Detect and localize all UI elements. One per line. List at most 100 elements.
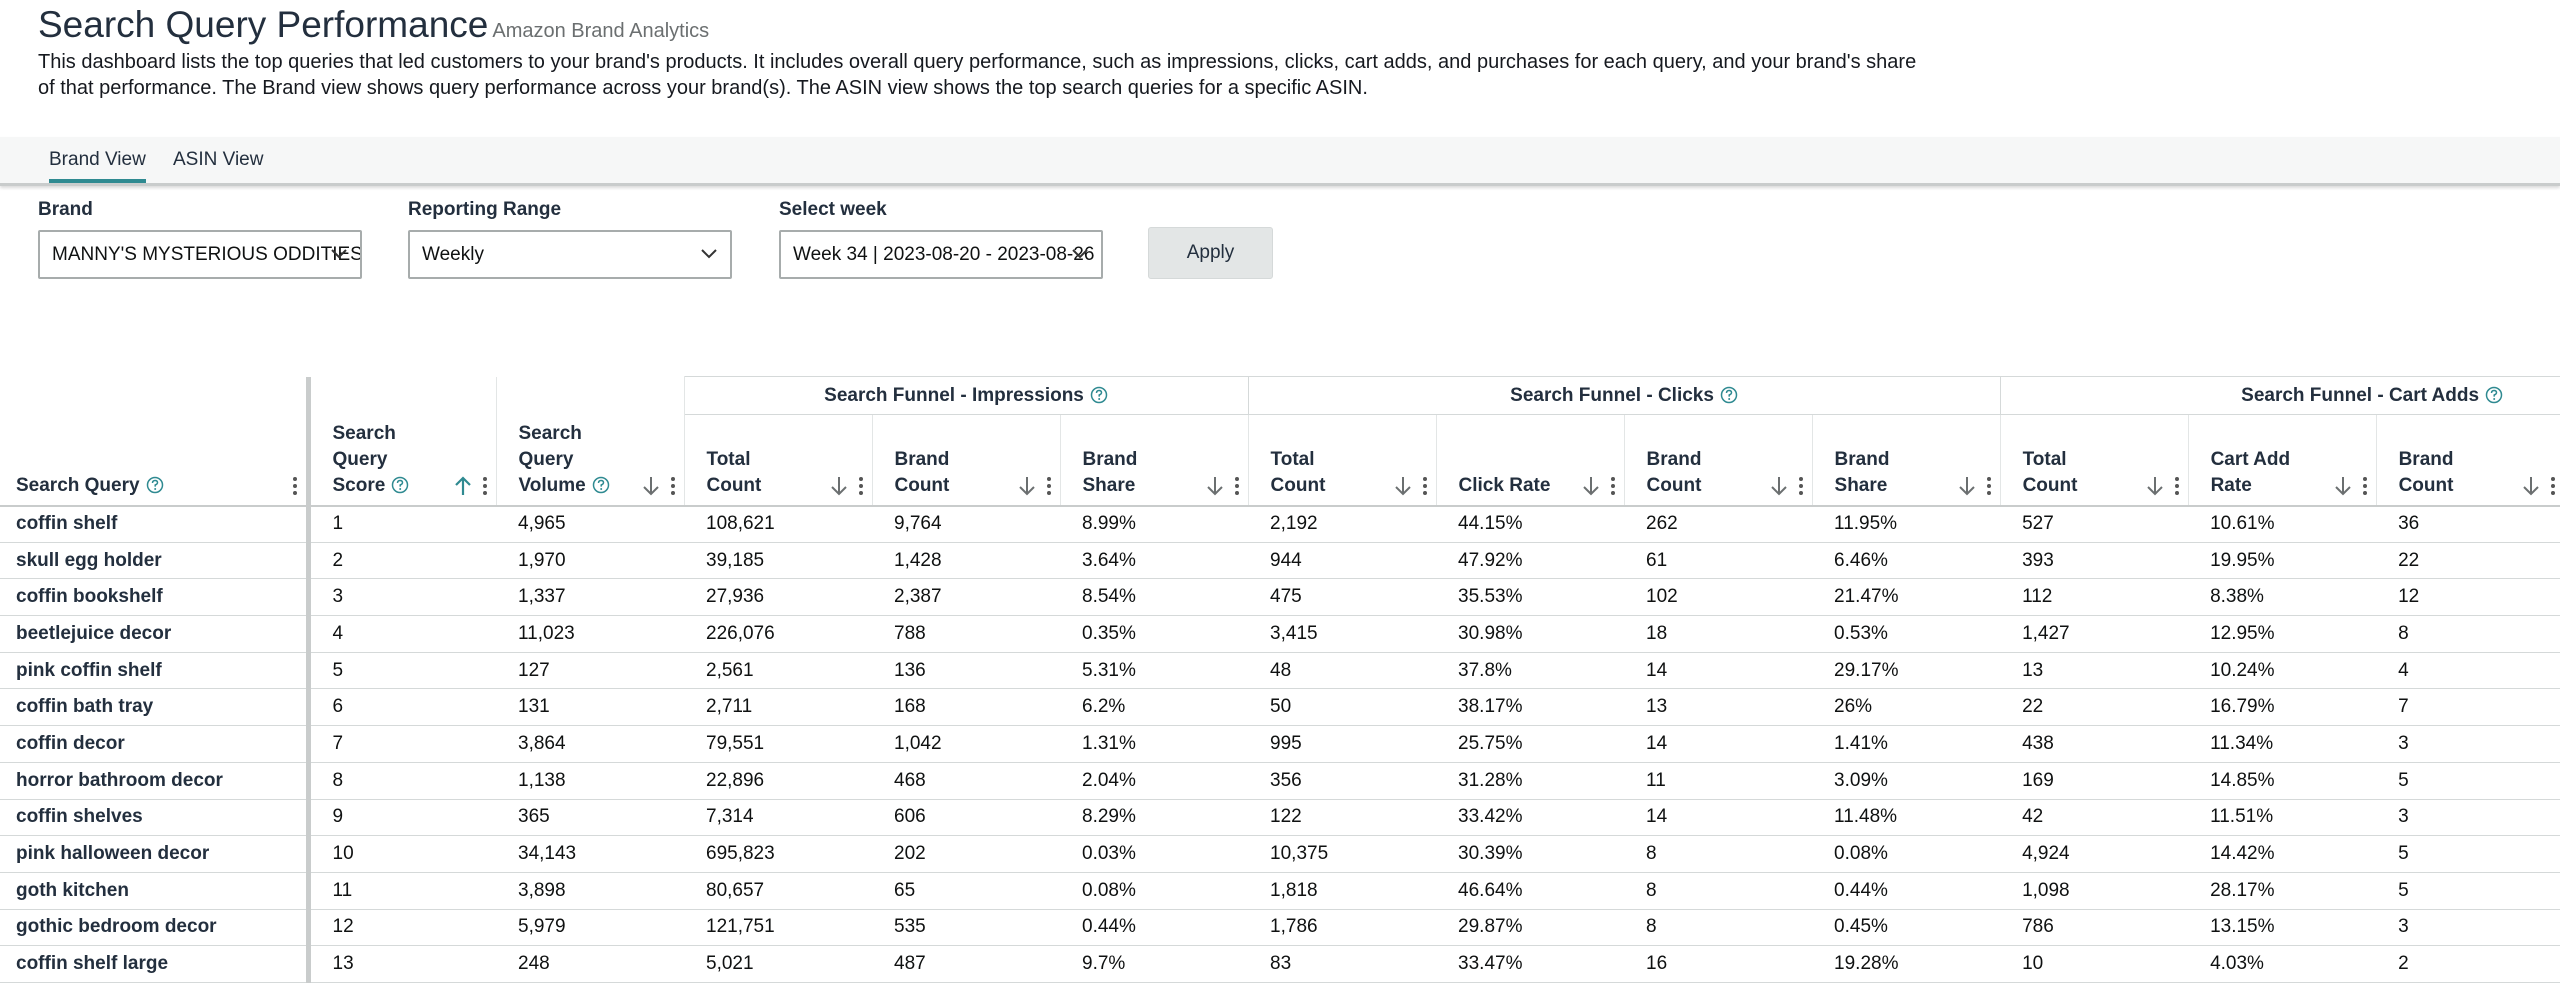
header-icons: [292, 475, 298, 497]
dropdown[interactable]: MANNY'S MYSTERIOUS ODDITIES: [38, 230, 362, 279]
cell-value: 0.08%: [1812, 835, 2001, 873]
cell-value: 0.53%: [1812, 615, 2001, 653]
sort-icon[interactable]: [1582, 475, 1600, 497]
column-header: Brand Count: [1624, 414, 1813, 507]
cell-value: 1,818: [1248, 872, 1437, 910]
help-icon[interactable]: [391, 476, 409, 494]
sort-icon[interactable]: [2146, 475, 2164, 497]
sort-icon[interactable]: [642, 475, 660, 497]
help-icon[interactable]: [2485, 386, 2503, 404]
cell-value: 5: [2376, 762, 2560, 800]
subtitle: Amazon Brand Analytics: [492, 20, 710, 42]
dropdown[interactable]: Weekly: [408, 230, 732, 279]
cell-value: 80,657: [684, 872, 872, 910]
column-menu[interactable]: [1234, 475, 1240, 497]
column-title: Brand Count: [2398, 448, 2454, 496]
cell-value: 13: [2000, 652, 2189, 690]
cell-value: 4.03%: [2188, 945, 2377, 983]
cell-value: 5,021: [684, 945, 872, 983]
sort-icon[interactable]: [2522, 475, 2540, 497]
cell-value: 3: [2376, 909, 2560, 947]
column-header: Click Rate: [1436, 414, 1625, 507]
column-menu[interactable]: [2362, 475, 2368, 497]
cell-value: 2,711: [684, 688, 872, 727]
cell-value: 28.17%: [2188, 872, 2377, 910]
cell-value: 38.17%: [1436, 688, 1625, 727]
header-icons: [1018, 475, 1052, 497]
help-icon[interactable]: [146, 476, 164, 494]
cell-value: 46.64%: [1436, 872, 1625, 910]
cell-value: 14.42%: [2188, 835, 2377, 873]
help-icon[interactable]: [1090, 386, 1108, 404]
cell-value: 5: [2376, 872, 2560, 910]
cell-value: 535: [872, 909, 1060, 947]
cell-value: 50: [1248, 688, 1437, 727]
cell-value: 11,023: [496, 615, 684, 653]
cell-value: 2,192: [1248, 505, 1437, 543]
cell-value: 365: [496, 799, 684, 837]
cell-value: 11.48%: [1812, 799, 2001, 837]
sort-icon[interactable]: [2334, 475, 2352, 497]
group-title: Search Funnel - Impressions: [824, 384, 1084, 406]
cell-value: 8: [308, 762, 496, 800]
cell-value: 0.35%: [1060, 615, 1249, 653]
group-title: Search Funnel - Clicks: [1510, 384, 1714, 406]
cell-value: 786: [2000, 909, 2189, 947]
cell-value: 1,428: [872, 542, 1060, 580]
help-icon[interactable]: [592, 476, 610, 494]
cell-value: 12: [2376, 578, 2560, 617]
search-query: coffin bath tray: [0, 688, 311, 727]
column-menu[interactable]: [2174, 475, 2180, 497]
cell-value: 61: [1624, 542, 1813, 580]
column-menu[interactable]: [1422, 475, 1428, 497]
cell-value: 31.28%: [1436, 762, 1625, 800]
cell-value: 16.79%: [2188, 688, 2377, 727]
column-menu[interactable]: [1046, 475, 1052, 497]
column-title: Click Rate: [1458, 474, 1551, 496]
column-header: Search Query: [0, 376, 311, 507]
column-menu[interactable]: [1798, 475, 1804, 497]
search-query: pink coffin shelf: [0, 652, 311, 690]
search-query: skull egg holder: [0, 542, 311, 580]
search-query: gothic bedroom decor: [0, 909, 311, 947]
column-menu[interactable]: [2550, 475, 2556, 497]
column-menu[interactable]: [1610, 475, 1616, 497]
cell-value: 14: [1624, 652, 1813, 690]
header-icons: [1958, 475, 1992, 497]
column-menu[interactable]: [858, 475, 864, 497]
table-row: beetlejuice decor 4 11,023 226,076 788 0.35% 3…: [0, 615, 2560, 653]
sort-icon[interactable]: [1770, 475, 1788, 497]
column-menu[interactable]: [482, 475, 488, 497]
column-menu[interactable]: [1986, 475, 1992, 497]
cell-value: 5,979: [496, 909, 684, 947]
sort-icon[interactable]: [1206, 475, 1224, 497]
cell-value: 248: [496, 945, 684, 983]
tab[interactable]: Brand View: [49, 149, 146, 183]
column-menu[interactable]: [292, 475, 298, 497]
sort-icon[interactable]: [830, 475, 848, 497]
cell-value: 6.46%: [1812, 542, 2001, 580]
tab-bar: Brand View ASIN View: [0, 137, 2560, 186]
cell-value: 4: [2376, 652, 2560, 690]
cell-value: 21.47%: [1812, 578, 2001, 617]
column-header: Total Count: [1248, 414, 1437, 507]
apply-button[interactable]: Apply: [1148, 227, 1273, 279]
filter-label: Reporting Range: [408, 199, 562, 220]
cell-value: 3.64%: [1060, 542, 1249, 580]
cell-value: 30.98%: [1436, 615, 1625, 653]
cell-value: 136: [872, 652, 1060, 690]
column-menu[interactable]: [670, 475, 676, 497]
sort-icon[interactable]: [1394, 475, 1412, 497]
sort-icon[interactable]: [1958, 475, 1976, 497]
sort-icon[interactable]: [454, 475, 472, 497]
sort-icon[interactable]: [1018, 475, 1036, 497]
help-icon[interactable]: [1720, 386, 1738, 404]
cell-value: 3,864: [496, 725, 684, 763]
cell-value: 44.15%: [1436, 505, 1625, 543]
cell-value: 35.53%: [1436, 578, 1625, 617]
column-title: Brand Count: [894, 448, 950, 496]
cell-value: 0.03%: [1060, 835, 1249, 873]
dropdown[interactable]: Week 34 | 2023-08-20 - 2023-08-26: [779, 230, 1103, 279]
tab[interactable]: ASIN View: [173, 149, 264, 170]
